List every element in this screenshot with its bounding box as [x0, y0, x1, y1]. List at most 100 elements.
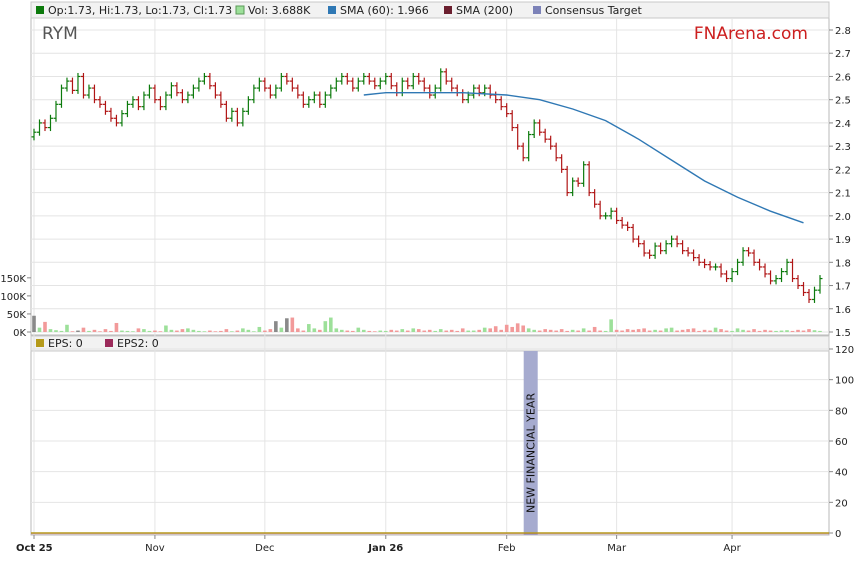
volume-bar — [323, 321, 328, 332]
volume-bar — [383, 330, 388, 332]
ohlc-bar — [251, 84, 257, 104]
volume-bar — [169, 329, 174, 332]
ohlc-bar — [432, 84, 438, 99]
ohlc-bar — [64, 77, 70, 92]
volume-bar — [801, 330, 806, 332]
ohlc-bar — [410, 72, 416, 90]
volume-bar — [312, 328, 317, 332]
ohlc-bar — [795, 275, 801, 290]
ohlc-bar — [355, 77, 361, 92]
ohlc-bar — [344, 72, 350, 85]
volume-bar — [142, 329, 146, 332]
ohlc-bar — [746, 247, 752, 257]
volume-bar — [340, 329, 344, 332]
ohlc-bar — [575, 177, 581, 187]
volume-bar — [537, 330, 542, 332]
ohlc-bar — [119, 110, 125, 127]
ohlc-bar — [608, 207, 614, 220]
ohlc-bar — [229, 107, 235, 122]
ohlc-bar — [185, 91, 191, 104]
volume-bar — [785, 330, 789, 332]
ohlc-bar — [267, 84, 273, 99]
volume-bar — [186, 328, 190, 332]
eps-tick-label: 20 — [835, 498, 848, 509]
volume-bar — [691, 328, 696, 332]
ohlc-bar — [190, 84, 196, 99]
ohlc-bar — [372, 77, 378, 90]
ohlc-bars — [31, 68, 823, 303]
volume-bar — [735, 328, 740, 332]
volume-bar — [647, 330, 652, 332]
ohlc-swatch — [36, 6, 44, 14]
ohlc-bar — [168, 82, 174, 99]
ohlc-bar — [619, 217, 625, 229]
ohlc-bar — [421, 77, 427, 92]
ohlc-bar — [768, 270, 774, 285]
ohlc-bar — [586, 161, 592, 197]
volume-bar — [427, 329, 432, 332]
ohlc-bar — [31, 128, 37, 141]
x-tick-label: Jan 26 — [367, 543, 403, 554]
ohlc-bar — [245, 96, 251, 115]
ohlc-bar — [328, 84, 334, 99]
volume-bar — [279, 327, 284, 332]
volume-bar — [411, 328, 416, 332]
volume-bar — [296, 328, 300, 332]
ohlc-bar — [636, 235, 642, 248]
volume-bar — [504, 324, 509, 332]
volume-bar — [114, 322, 119, 332]
ohlc-bar — [146, 84, 152, 99]
eps2-swatch — [105, 339, 113, 347]
ohlc-bar — [647, 249, 653, 259]
ohlc-bar — [42, 119, 48, 132]
ohlc-bar — [196, 77, 202, 92]
volume-bar — [449, 329, 454, 332]
ohlc-bar — [680, 240, 686, 255]
volume-bar — [471, 330, 476, 332]
legend-bar-bottom — [30, 335, 830, 352]
ohlc-bar — [350, 77, 356, 92]
ohlc-bar — [487, 84, 493, 99]
volume-bar — [213, 331, 218, 332]
volume-bar — [257, 326, 262, 332]
price-tick-label: 2.8 — [835, 26, 851, 37]
eps-lines — [31, 532, 829, 535]
ohlc-bar — [201, 72, 207, 85]
eps-swatch — [36, 339, 44, 347]
ohlc-bar — [691, 249, 697, 262]
ohlc-bar — [597, 200, 603, 220]
volume-bar — [290, 317, 295, 332]
volume-bar — [438, 329, 443, 332]
volume-bar — [103, 329, 108, 332]
volume-bar — [598, 330, 602, 332]
volume-bar — [724, 330, 729, 332]
volume-bar — [48, 329, 53, 332]
price-tick-label: 1.9 — [835, 235, 851, 246]
volume-bar — [263, 330, 267, 332]
ohlc-bar — [234, 107, 240, 127]
ohlc-bar — [592, 189, 598, 208]
eps-panel — [30, 335, 830, 536]
ohlc-bar — [262, 77, 268, 92]
eps-tick-label: 60 — [835, 437, 848, 448]
volume-bar — [92, 329, 97, 332]
volume-bar — [125, 330, 130, 332]
volume-bar — [658, 330, 663, 332]
volume-bar — [559, 329, 564, 332]
volume-bar — [697, 330, 701, 332]
x-tick-label: Apr — [723, 543, 741, 554]
volume-bar — [653, 329, 657, 332]
volume-bar — [356, 327, 361, 332]
ohlc-bar — [449, 77, 455, 92]
volume-bars — [32, 315, 822, 332]
ohlc-bar — [801, 282, 807, 296]
ohlc-bar — [91, 84, 97, 104]
ohlc-bar — [740, 247, 746, 266]
volume-bar — [581, 328, 586, 332]
volume-bar — [202, 331, 207, 332]
volume-bar — [488, 328, 493, 332]
ohlc-bar — [278, 72, 284, 92]
eps-tick-label: 80 — [835, 406, 848, 417]
ohlc-bar — [537, 119, 543, 136]
